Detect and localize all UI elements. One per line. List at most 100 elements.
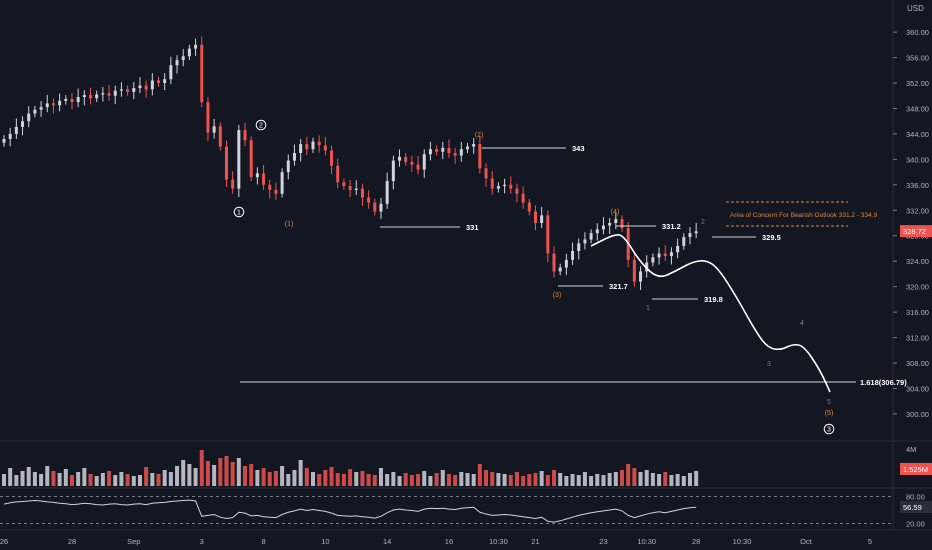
level-label: 319.8 — [704, 295, 723, 304]
volume-bar — [199, 450, 204, 486]
volume-bar — [527, 474, 532, 486]
volume-bar — [255, 470, 260, 486]
candle-body — [82, 95, 86, 97]
candle-body — [453, 153, 457, 156]
x-tick-label: 8 — [261, 537, 265, 546]
volume-bar — [632, 468, 637, 486]
candle-body — [428, 149, 432, 155]
y-tick-label: 356.00 — [906, 54, 929, 63]
candle-body — [21, 121, 25, 127]
candle-body — [138, 85, 142, 89]
volume-bar — [595, 474, 600, 486]
candle-body — [546, 215, 550, 254]
volume-bar — [669, 475, 674, 486]
volume-bar — [107, 471, 112, 486]
candle-body — [379, 203, 383, 212]
candle-body — [262, 173, 266, 185]
candle-body — [558, 267, 562, 272]
volume-bar — [131, 476, 136, 486]
candle-body — [268, 184, 272, 190]
volume-bar — [304, 468, 309, 486]
volume-max-label: 4M — [906, 445, 916, 454]
price-pane[interactable] — [0, 0, 932, 531]
y-tick-label: 332.00 — [906, 206, 929, 215]
volume-bar — [403, 473, 408, 486]
candle-body — [589, 233, 593, 240]
y-tick-label: 320.00 — [906, 283, 929, 292]
volume-bar — [329, 467, 334, 486]
candle-body — [472, 144, 476, 147]
candle-body — [509, 184, 513, 189]
volume-value-label: 1.525M — [903, 465, 928, 474]
volume-bar — [545, 475, 550, 486]
volume-bar — [613, 472, 618, 486]
volume-bar — [292, 470, 297, 486]
volume-bar — [409, 475, 414, 486]
candle-body — [144, 85, 148, 90]
volume-bar — [582, 472, 587, 486]
candle-body — [571, 251, 575, 260]
volume-bar — [644, 470, 649, 486]
volume-bar — [348, 469, 353, 486]
volume-bar — [76, 472, 81, 486]
level-label: 329.5 — [762, 233, 781, 242]
candle-body — [107, 93, 111, 96]
volume-bar — [657, 474, 662, 486]
candle-body — [651, 257, 655, 263]
candle-body — [404, 156, 408, 162]
last-price-tag — [900, 225, 932, 238]
x-tick-label: Sep — [127, 537, 140, 546]
candle-body — [119, 89, 123, 91]
volume-bar — [20, 471, 25, 486]
candle-body — [64, 98, 68, 101]
volume-bar — [125, 474, 130, 486]
candle-body — [237, 130, 241, 189]
volume-bar — [650, 473, 655, 486]
x-tick-label: 10:30 — [637, 537, 656, 546]
volume-bar — [14, 475, 19, 486]
candle-body — [441, 147, 445, 152]
wave-label: (2) — [475, 132, 484, 139]
candle-body — [435, 149, 439, 152]
volume-pane[interactable]: 4M 1.525M — [2, 445, 932, 486]
volume-bar — [2, 474, 6, 486]
candle-body — [157, 80, 160, 83]
candle-body — [385, 181, 389, 204]
y-tick-label: 324.00 — [906, 257, 929, 266]
volume-bar — [453, 475, 458, 486]
volume-bar — [205, 461, 210, 486]
wave-label: 5 — [827, 399, 831, 406]
volume-bar — [187, 464, 192, 486]
volume-bar — [601, 475, 606, 486]
candle-body — [688, 233, 692, 237]
candle-body — [89, 95, 93, 99]
volume-bar — [298, 460, 303, 486]
candle-body — [317, 141, 321, 146]
candle-body — [70, 98, 74, 103]
volume-bar — [311, 472, 315, 486]
candle-body — [212, 126, 216, 133]
volume-bar — [564, 476, 569, 486]
volume-bar — [218, 458, 223, 486]
volume-bar — [484, 470, 489, 486]
candle-body — [552, 253, 556, 272]
candle-body — [583, 239, 587, 244]
candle-body — [391, 160, 395, 181]
candle-body — [657, 253, 661, 258]
volume-bar — [490, 472, 495, 486]
x-tick-label: 10:30 — [733, 537, 752, 546]
y-tick-label: 308.00 — [906, 359, 929, 368]
wave-circled-label: 1 — [237, 210, 241, 217]
volume-value-tag — [900, 463, 932, 475]
wave-circle — [823, 423, 835, 435]
rsi-value-tag — [900, 501, 932, 514]
candle-body — [694, 231, 698, 234]
wave-label: 1 — [646, 305, 650, 312]
candle-body — [95, 94, 99, 99]
y-tick-label: 336.00 — [906, 181, 929, 190]
y-tick-label: 300.00 — [906, 410, 929, 419]
volume-bar — [607, 473, 612, 486]
